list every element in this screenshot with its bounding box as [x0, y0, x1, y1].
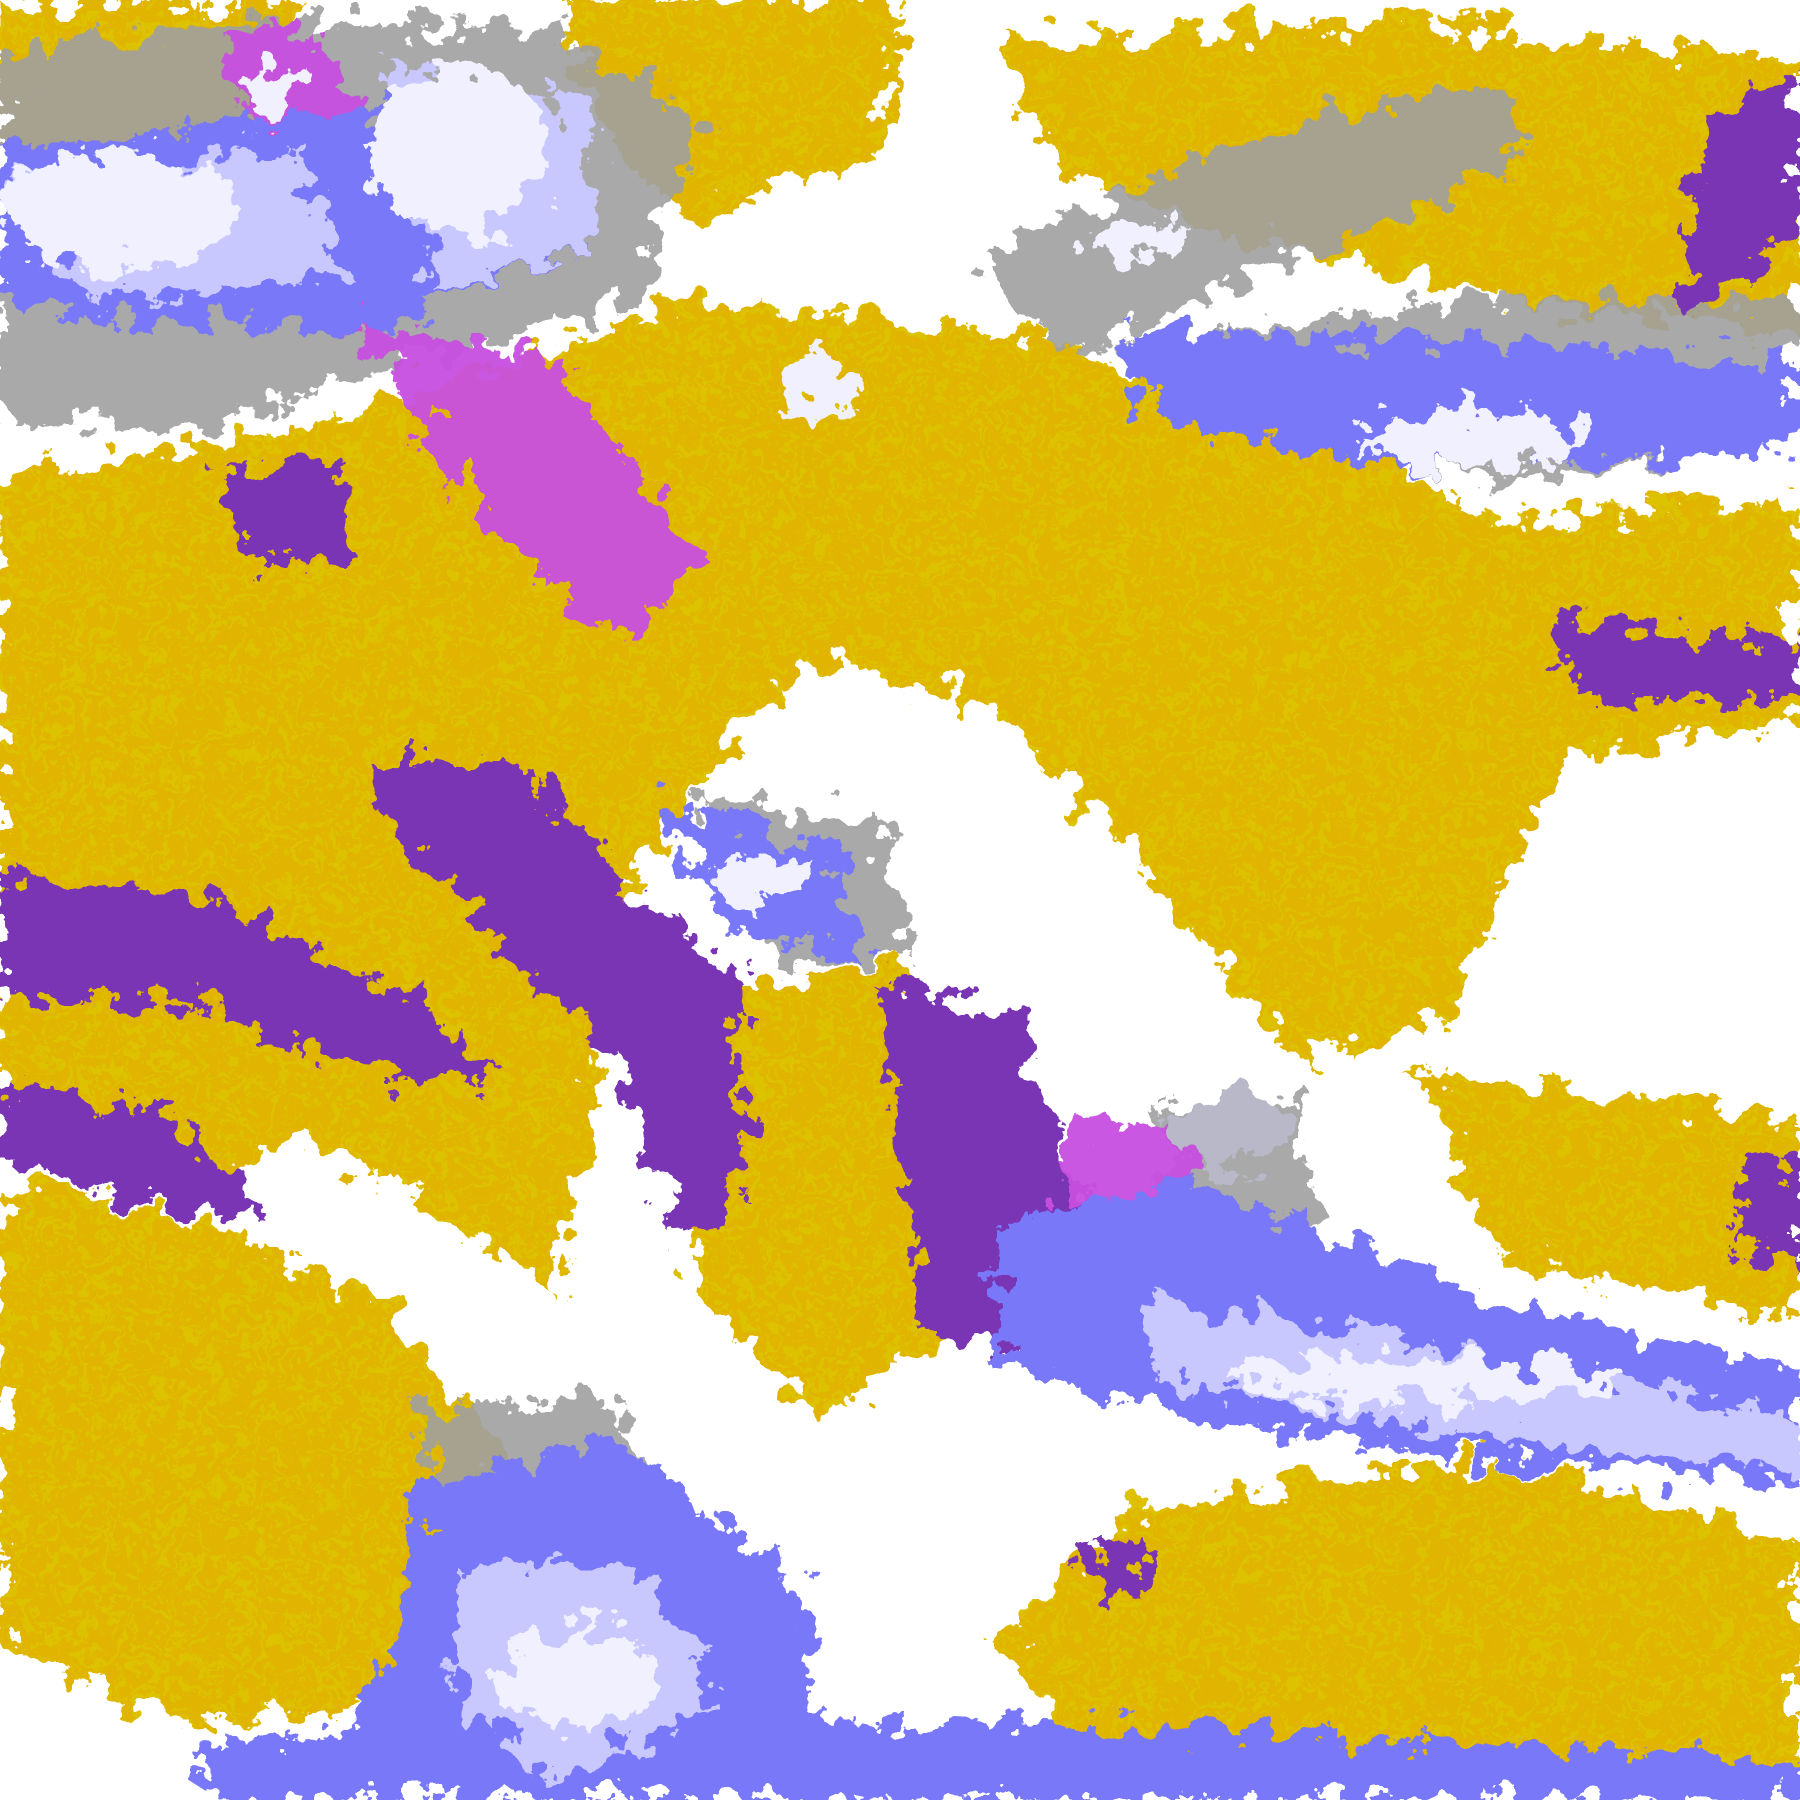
deep-convection-layer [0, 65, 1620, 1730]
out-of-disk-mask [0, 1660, 220, 1800]
